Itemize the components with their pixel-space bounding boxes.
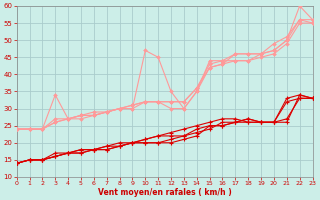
X-axis label: Vent moyen/en rafales ( km/h ): Vent moyen/en rafales ( km/h )	[98, 188, 231, 197]
